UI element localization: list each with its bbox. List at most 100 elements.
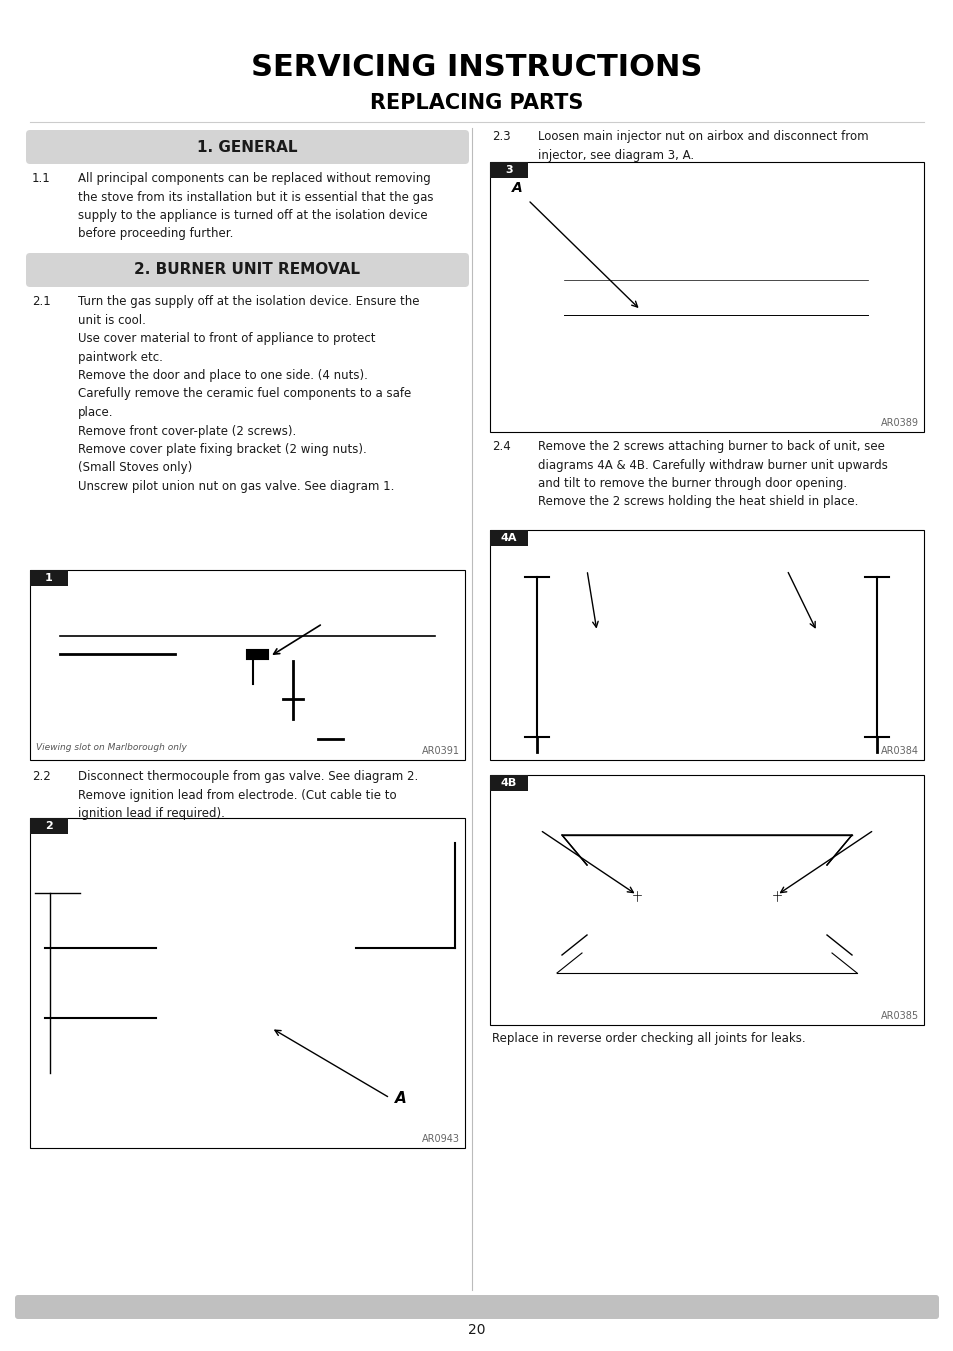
Circle shape	[607, 921, 615, 928]
Text: AR0943: AR0943	[421, 1133, 459, 1144]
Circle shape	[754, 921, 761, 928]
Bar	[490, 162, 527, 178]
Circle shape	[645, 311, 665, 330]
Bar	[30, 570, 68, 586]
Bar	[562, 385, 578, 403]
Circle shape	[811, 627, 821, 636]
Text: Loosen main injector nut on airbox and disconnect from
injector, see diagram 3, : Loosen main injector nut on airbox and d…	[537, 130, 868, 162]
Text: Viewing slot on Marlborough only: Viewing slot on Marlborough only	[36, 743, 187, 753]
Circle shape	[770, 889, 782, 901]
Circle shape	[578, 662, 585, 670]
FancyBboxPatch shape	[15, 1296, 938, 1319]
Text: All principal components can be replaced without removing
the stove from its ins: All principal components can be replaced…	[78, 172, 433, 240]
Circle shape	[740, 921, 746, 928]
Text: 2.1: 2.1	[32, 295, 51, 308]
Circle shape	[674, 662, 681, 670]
Circle shape	[813, 921, 820, 928]
Circle shape	[712, 662, 720, 670]
Circle shape	[827, 662, 835, 670]
Bar	[295, 988, 321, 1013]
Bar	[581, 935, 831, 952]
Circle shape	[696, 921, 702, 928]
Text: 4B: 4B	[500, 778, 517, 788]
Text: 4A: 4A	[500, 534, 517, 543]
Circle shape	[269, 951, 293, 975]
Circle shape	[652, 921, 659, 928]
Circle shape	[592, 627, 601, 636]
Bar	[490, 530, 923, 761]
Text: Remove the 2 screws attaching burner to back of unit, see
diagrams 4A & 4B. Care: Remove the 2 screws attaching burner to …	[537, 440, 887, 508]
FancyBboxPatch shape	[26, 253, 469, 286]
Text: 2. BURNER UNIT REMOVAL: 2. BURNER UNIT REMOVAL	[134, 262, 360, 277]
Circle shape	[622, 921, 629, 928]
Circle shape	[731, 662, 740, 670]
Circle shape	[635, 662, 643, 670]
Ellipse shape	[242, 639, 258, 667]
Circle shape	[808, 662, 816, 670]
Bar	[262, 647, 293, 661]
Text: 3: 3	[505, 165, 513, 176]
Bar	[196, 988, 226, 1013]
Circle shape	[276, 958, 286, 969]
Bar	[231, 988, 291, 1013]
Text: A: A	[395, 1092, 406, 1106]
Bar	[30, 817, 464, 1148]
Text: 1. GENERAL: 1. GENERAL	[197, 139, 297, 154]
Bar	[490, 775, 527, 790]
Circle shape	[246, 682, 259, 697]
Text: 2.4: 2.4	[492, 440, 510, 453]
Circle shape	[783, 921, 790, 928]
Bar	[196, 948, 246, 978]
Circle shape	[273, 646, 289, 662]
Text: AR0385: AR0385	[880, 1011, 918, 1021]
Circle shape	[630, 889, 642, 901]
Text: 2.2: 2.2	[32, 770, 51, 784]
Circle shape	[597, 662, 604, 670]
Text: AR0384: AR0384	[880, 746, 918, 757]
Circle shape	[276, 650, 284, 658]
FancyBboxPatch shape	[26, 130, 469, 163]
Bar	[785, 330, 835, 349]
Text: SERVICING INSTRUCTIONS: SERVICING INSTRUCTIONS	[251, 54, 702, 82]
Circle shape	[798, 921, 805, 928]
Circle shape	[724, 921, 732, 928]
Bar	[555, 226, 875, 385]
Circle shape	[750, 662, 759, 670]
Bar	[156, 913, 355, 1052]
Text: 2.3: 2.3	[492, 130, 510, 143]
Text: REPLACING PARTS: REPLACING PARTS	[370, 93, 583, 113]
Text: Replace in reverse order checking all joints for leaks.: Replace in reverse order checking all jo…	[492, 1032, 804, 1046]
Bar	[490, 530, 527, 546]
Bar	[685, 265, 745, 295]
Ellipse shape	[167, 639, 183, 667]
Bar	[30, 817, 68, 834]
Text: 2: 2	[45, 821, 52, 831]
Circle shape	[593, 921, 599, 928]
Bar	[837, 385, 853, 403]
Bar	[566, 616, 846, 697]
Circle shape	[616, 662, 624, 670]
Text: 1: 1	[45, 573, 52, 584]
Text: 1.1: 1.1	[32, 172, 51, 185]
Bar	[586, 865, 826, 935]
Bar	[257, 662, 272, 682]
Bar	[490, 162, 923, 432]
Circle shape	[666, 921, 673, 928]
Text: Turn the gas supply off at the isolation device. Ensure the
unit is cool.
Use co: Turn the gas supply off at the isolation…	[78, 295, 419, 493]
Circle shape	[655, 662, 662, 670]
Text: 20: 20	[468, 1323, 485, 1337]
Bar	[490, 775, 923, 1025]
Bar	[30, 570, 464, 761]
Circle shape	[710, 921, 717, 928]
Text: AR0391: AR0391	[421, 746, 459, 757]
Bar	[766, 642, 826, 671]
Circle shape	[769, 662, 778, 670]
Circle shape	[789, 662, 797, 670]
Bar	[563, 234, 867, 377]
Text: Disconnect thermocouple from gas valve. See diagram 2.
Remove ignition lead from: Disconnect thermocouple from gas valve. …	[78, 770, 417, 820]
Circle shape	[680, 921, 688, 928]
Bar	[174, 639, 251, 667]
Bar	[251, 948, 321, 978]
Circle shape	[211, 952, 231, 973]
Bar	[164, 921, 348, 1046]
